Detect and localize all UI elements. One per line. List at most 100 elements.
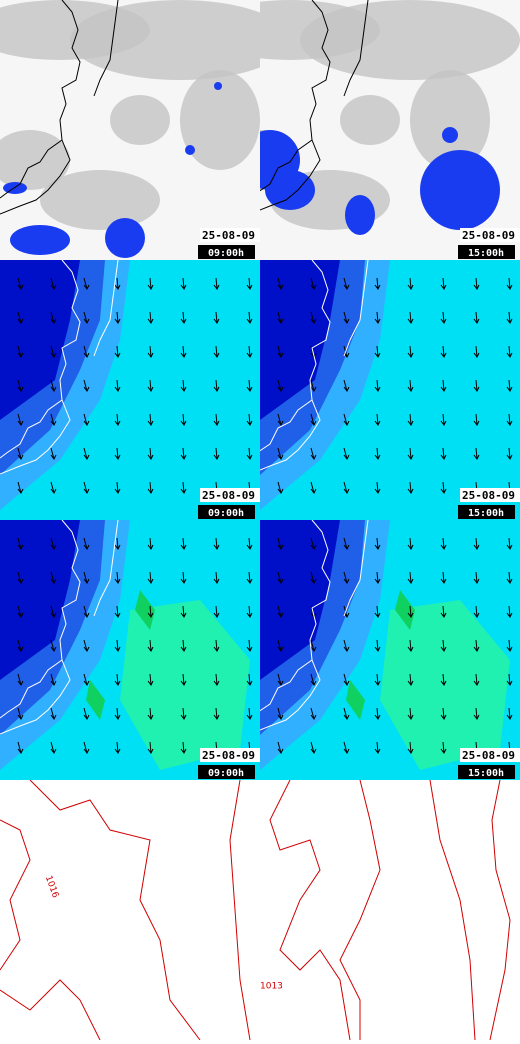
wind-arrow	[246, 605, 253, 618]
band	[135, 590, 155, 630]
time-box	[198, 505, 255, 519]
wind-arrow	[147, 605, 154, 618]
wind-arrow	[50, 571, 57, 584]
wind-arrow	[473, 447, 480, 460]
wind-arrow	[310, 413, 317, 426]
wind-arrow	[310, 379, 317, 392]
precip	[420, 150, 500, 230]
coastline	[0, 659, 71, 735]
wind-arrow	[114, 741, 121, 754]
wind-arrow	[343, 413, 350, 426]
band	[380, 600, 510, 770]
wind-arrow	[506, 311, 513, 324]
band	[260, 260, 340, 420]
wind-arrow	[83, 277, 90, 290]
wind-arrow	[374, 605, 381, 618]
precip	[345, 195, 375, 235]
map-panel: 25-08-09 15:00h	[260, 520, 520, 780]
wind-arrow	[114, 673, 121, 686]
wind-arrow	[83, 639, 90, 652]
wind-arrow	[277, 741, 284, 754]
date-label: 25-08-09	[462, 229, 515, 242]
wind-arrow	[147, 673, 154, 686]
wind-arrow	[506, 673, 513, 686]
coastline	[260, 520, 331, 712]
wind-arrow	[180, 447, 187, 460]
wind-arrow	[277, 447, 284, 460]
date-box	[200, 228, 260, 242]
wind-arrow	[50, 741, 57, 754]
wind-arrow	[343, 639, 350, 652]
wind-arrow	[180, 537, 187, 550]
time-label: 15:00h	[468, 248, 504, 259]
wind-arrow	[17, 447, 24, 460]
cloud	[70, 0, 260, 80]
wind-arrow	[506, 639, 513, 652]
wind-arrow	[147, 311, 154, 324]
map-panel: 25-08-09 09:00h	[0, 0, 260, 260]
wind-arrow	[374, 639, 381, 652]
wind-arrow	[50, 673, 57, 686]
wind-arrow	[246, 447, 253, 460]
wind-arrow	[277, 413, 284, 426]
wind-arrow	[374, 277, 381, 290]
wind-arrow	[83, 379, 90, 392]
wind-arrow	[246, 345, 253, 358]
wind-arrow	[17, 277, 24, 290]
wind-arrow	[473, 311, 480, 324]
wind-arrow	[213, 639, 220, 652]
wind-arrow	[506, 379, 513, 392]
wind-arrow	[17, 707, 24, 720]
isobar	[269, 780, 351, 1040]
precip	[3, 182, 27, 194]
wind-arrow	[473, 379, 480, 392]
coastline	[260, 0, 331, 192]
wind-arrow	[310, 571, 317, 584]
wind-arrow	[180, 345, 187, 358]
isobar	[429, 780, 476, 1040]
wind-arrow	[343, 481, 350, 494]
wind-arrow	[17, 639, 24, 652]
wind-arrow	[147, 639, 154, 652]
wind-arrow	[277, 345, 284, 358]
map-panel: 25-08-09 09:00h	[0, 520, 260, 780]
time-label: 09:00h	[208, 768, 244, 779]
wind-arrow	[310, 639, 317, 652]
wind-arrow	[83, 481, 90, 494]
wind-arrow	[506, 413, 513, 426]
coastline	[260, 139, 321, 211]
wind-arrow	[246, 277, 253, 290]
time-box	[458, 505, 515, 519]
wind-arrow	[407, 447, 414, 460]
wind-arrow	[407, 277, 414, 290]
wind-arrow	[213, 571, 220, 584]
wind-arrow	[440, 537, 447, 550]
wind-arrow	[407, 413, 414, 426]
wind-arrow	[180, 277, 187, 290]
band	[120, 600, 250, 770]
wind-arrow	[407, 741, 414, 754]
coastline	[343, 260, 369, 357]
wind-arrow	[180, 413, 187, 426]
wind-arrow	[50, 413, 57, 426]
background	[260, 780, 520, 1040]
time-box	[458, 245, 515, 259]
wind-arrow	[213, 277, 220, 290]
wind-arrow	[114, 447, 121, 460]
wind-arrow	[50, 537, 57, 550]
wind-arrow	[147, 481, 154, 494]
date-label: 25-08-09	[462, 749, 515, 762]
wind-arrow	[17, 345, 24, 358]
band	[395, 590, 415, 630]
wind-arrow	[213, 447, 220, 460]
cloud	[0, 130, 70, 190]
wind-arrow	[213, 345, 220, 358]
wind-arrow	[374, 379, 381, 392]
wind-arrow	[50, 639, 57, 652]
time-label: 15:00h	[468, 768, 504, 779]
map-panel: 1016	[0, 780, 260, 1040]
date-box	[460, 228, 520, 242]
wind-arrow	[343, 707, 350, 720]
cloud	[40, 170, 160, 230]
